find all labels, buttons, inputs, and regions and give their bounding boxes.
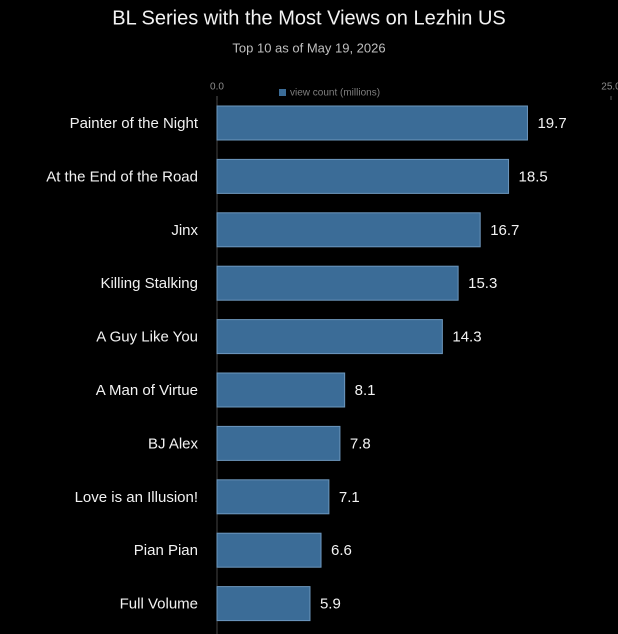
bar bbox=[216, 372, 346, 408]
value-label: 16.7 bbox=[490, 222, 519, 239]
y-tick-label: A Man of Virtue bbox=[96, 382, 198, 399]
y-tick-label: Love is an Illusion! bbox=[75, 489, 198, 506]
bar bbox=[216, 265, 459, 301]
legend-label: view count (millions) bbox=[290, 88, 380, 99]
value-label: 6.6 bbox=[331, 542, 352, 559]
bar bbox=[216, 105, 528, 141]
bar bbox=[216, 479, 330, 515]
bar bbox=[216, 158, 510, 194]
y-tick-label: Pian Pian bbox=[134, 542, 198, 559]
value-label: 5.9 bbox=[320, 596, 341, 613]
legend-swatch bbox=[279, 89, 286, 96]
x-tick-label: 25.0 bbox=[601, 82, 618, 93]
chart-subtitle: Top 10 as of May 19, 2026 bbox=[232, 40, 385, 55]
bar bbox=[216, 586, 311, 622]
x-tick-label: 0.0 bbox=[210, 82, 224, 93]
value-label: 14.3 bbox=[452, 329, 481, 346]
bar bbox=[216, 319, 443, 355]
value-label: 7.1 bbox=[339, 489, 360, 506]
y-tick-label: Killing Stalking bbox=[100, 275, 198, 292]
y-tick-label: Painter of the Night bbox=[70, 115, 199, 132]
value-label: 7.8 bbox=[350, 435, 371, 452]
value-label: 8.1 bbox=[355, 382, 376, 399]
chart-title: BL Series with the Most Views on Lezhin … bbox=[112, 7, 506, 29]
value-label: 19.7 bbox=[537, 115, 566, 132]
y-tick-label: Jinx bbox=[171, 222, 198, 239]
y-tick-label: Full Volume bbox=[120, 596, 198, 613]
bar bbox=[216, 212, 481, 248]
bar bbox=[216, 532, 322, 568]
value-label: 18.5 bbox=[519, 168, 548, 185]
y-tick-label: A Guy Like You bbox=[96, 329, 198, 346]
value-label: 15.3 bbox=[468, 275, 497, 292]
y-tick-label: BJ Alex bbox=[148, 435, 199, 452]
bar bbox=[216, 425, 341, 461]
y-tick-label: At the End of the Road bbox=[46, 168, 198, 185]
